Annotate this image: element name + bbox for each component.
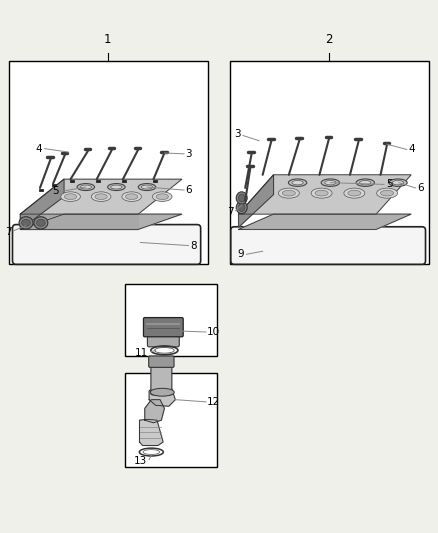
Polygon shape [20,214,138,229]
Ellipse shape [156,194,168,199]
Ellipse shape [111,185,122,189]
Ellipse shape [348,190,361,196]
FancyBboxPatch shape [12,224,201,264]
Text: 4: 4 [408,144,415,155]
Ellipse shape [36,220,45,227]
Text: 3: 3 [185,149,192,159]
FancyBboxPatch shape [231,227,426,264]
Polygon shape [239,214,411,229]
Ellipse shape [108,183,125,190]
Ellipse shape [61,192,81,201]
Polygon shape [20,179,182,214]
Text: 13: 13 [134,456,147,466]
Polygon shape [149,384,175,406]
Polygon shape [140,419,163,446]
Ellipse shape [150,389,174,396]
Text: 3: 3 [234,129,241,139]
Ellipse shape [360,181,371,185]
Ellipse shape [311,188,332,198]
Text: 7: 7 [227,207,233,217]
FancyBboxPatch shape [144,318,183,337]
Ellipse shape [138,183,155,190]
Text: 10: 10 [207,327,220,337]
Ellipse shape [95,194,107,199]
Ellipse shape [34,217,48,229]
Ellipse shape [315,190,328,196]
Ellipse shape [141,185,152,189]
Ellipse shape [80,185,92,189]
Polygon shape [145,400,164,423]
Ellipse shape [344,188,365,198]
Ellipse shape [392,181,404,185]
FancyBboxPatch shape [149,356,174,367]
Text: 6: 6 [185,185,192,195]
Ellipse shape [321,179,339,187]
FancyBboxPatch shape [148,330,179,347]
Ellipse shape [292,181,303,185]
Ellipse shape [381,190,394,196]
Ellipse shape [236,192,247,204]
Bar [125,374,217,467]
Ellipse shape [288,179,307,187]
Polygon shape [239,175,274,227]
Polygon shape [239,175,411,214]
Ellipse shape [238,204,245,212]
Ellipse shape [152,192,172,201]
Polygon shape [20,179,64,229]
Ellipse shape [356,179,374,187]
Text: 12: 12 [207,397,220,407]
Text: 6: 6 [417,183,424,193]
Bar [10,61,208,264]
Ellipse shape [21,220,30,227]
Bar [125,284,217,356]
Text: 2: 2 [325,33,333,46]
Ellipse shape [279,188,299,198]
Ellipse shape [236,201,247,214]
Ellipse shape [389,179,407,187]
Ellipse shape [238,194,245,202]
FancyBboxPatch shape [151,362,172,395]
Bar [230,61,428,264]
Text: 11: 11 [134,348,148,358]
Text: 7: 7 [5,227,12,237]
Text: 8: 8 [191,240,197,251]
Ellipse shape [283,190,295,196]
Ellipse shape [77,183,95,190]
Ellipse shape [377,188,398,198]
Text: 9: 9 [237,249,244,259]
Ellipse shape [19,217,33,229]
Text: 1: 1 [104,33,111,46]
Ellipse shape [64,194,77,199]
Ellipse shape [126,194,138,199]
Ellipse shape [122,192,141,201]
Polygon shape [20,214,182,229]
Text: 5: 5 [386,180,392,189]
Text: 5: 5 [52,187,59,196]
Ellipse shape [91,192,111,201]
Text: 4: 4 [35,143,42,154]
Ellipse shape [325,181,336,185]
